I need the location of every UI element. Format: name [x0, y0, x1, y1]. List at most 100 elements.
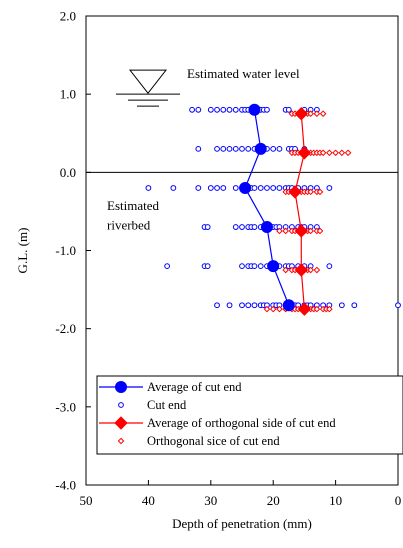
- data-point: [270, 145, 277, 152]
- axis-ticks: 50 40 30 20 10 0 2.0 1.0 0.0 -1.0 -2.0 -3.0 -4.0: [55, 9, 401, 509]
- y-tick-label: -4.0: [55, 478, 76, 493]
- data-point: [239, 263, 245, 270]
- average-point: [267, 260, 280, 273]
- average-point: [254, 142, 267, 155]
- water-level-label: Estimated water level: [187, 66, 300, 81]
- average-point: [294, 263, 308, 277]
- data-point: [264, 106, 270, 113]
- data-point: [319, 149, 327, 157]
- series-2: [288, 107, 312, 316]
- legend: Average of cut end Cut end Average of orth…: [96, 375, 403, 455]
- y-tick-label: 2.0: [60, 9, 76, 24]
- data-point: [332, 149, 339, 157]
- data-point: [326, 263, 333, 270]
- data-point: [338, 149, 346, 157]
- data-point: [276, 145, 283, 152]
- data-point: [220, 106, 227, 113]
- data-point: [195, 106, 202, 113]
- data-point: [170, 185, 177, 191]
- x-tick-label: 0: [395, 493, 402, 508]
- data-point: [344, 149, 352, 157]
- data-point: [257, 185, 264, 191]
- data-point: [214, 145, 220, 152]
- data-point: [307, 227, 314, 235]
- legend-item: Average of orthogonal side of cut end: [99, 416, 336, 430]
- y-tick-label: 1.0: [60, 87, 76, 102]
- legend-label: Orthogonal sice of cut end: [147, 434, 280, 448]
- data-point: [282, 266, 289, 274]
- data-point: [245, 145, 252, 152]
- water-level-triangle-icon: [128, 69, 168, 94]
- x-tick-label: 50: [80, 493, 93, 508]
- data-point: [257, 263, 264, 270]
- data-point: [276, 305, 283, 313]
- data-point: [313, 110, 321, 118]
- average-point: [239, 181, 252, 194]
- series-line: [294, 113, 306, 310]
- data-point: [195, 185, 202, 191]
- data-point: [214, 185, 220, 191]
- y-tick-label: 0.0: [60, 165, 76, 180]
- y-tick-label: -1.0: [55, 243, 76, 258]
- legend-label: Average of cut end: [147, 380, 242, 394]
- data-point: [251, 263, 258, 270]
- average-point: [260, 221, 273, 234]
- y-axis-title: G.L. (m): [15, 228, 30, 274]
- data-point: [226, 106, 233, 113]
- data-point: [313, 305, 321, 313]
- average-point: [248, 103, 261, 116]
- reference-lines: [86, 69, 398, 173]
- data-point: [326, 185, 333, 191]
- x-tick-label: 30: [204, 493, 217, 508]
- data-point: [164, 263, 171, 270]
- data-point: [264, 185, 270, 191]
- data-point: [316, 227, 324, 235]
- data-point: [220, 185, 227, 191]
- data-point: [239, 145, 245, 152]
- data-point: [326, 149, 333, 157]
- average-point: [294, 107, 308, 121]
- average-point: [294, 224, 308, 238]
- legend-marker: [118, 402, 124, 408]
- average-point: [297, 302, 312, 316]
- x-tick-label: 10: [329, 493, 342, 508]
- legend-box: [96, 375, 403, 455]
- legend-marker: [115, 381, 127, 393]
- data-point: [207, 185, 214, 191]
- legend-item: Cut end: [118, 398, 187, 412]
- data-point: [326, 305, 333, 313]
- data-point: [239, 224, 245, 230]
- data-point: [285, 106, 292, 113]
- x-tick-label: 40: [142, 493, 155, 508]
- data-point: [239, 302, 245, 309]
- data-point: [204, 263, 211, 270]
- legend-label: Cut end: [147, 398, 187, 412]
- data-point: [307, 266, 314, 274]
- legend-item: Average of cut end: [99, 380, 242, 394]
- data-point: [307, 110, 314, 118]
- data-point: [269, 305, 277, 313]
- data-point: [276, 227, 283, 235]
- data-point: [145, 185, 152, 191]
- legend-marker: [114, 416, 128, 430]
- data-point: [204, 224, 211, 230]
- data-point: [232, 106, 239, 113]
- y-tick-label: -2.0: [55, 321, 76, 336]
- data-point: [226, 302, 233, 309]
- data-point: [214, 106, 220, 113]
- data-point: [351, 302, 358, 309]
- average-point: [288, 185, 302, 199]
- data-point: [207, 106, 214, 113]
- average-point: [282, 299, 295, 312]
- data-point: [195, 145, 202, 152]
- data-point: [395, 302, 401, 309]
- data-point: [220, 145, 227, 152]
- riverbed-label-line1: Estimated: [107, 198, 159, 213]
- average-point: [297, 146, 312, 160]
- data-point: [338, 302, 345, 309]
- data-point: [307, 188, 314, 196]
- data-point: [316, 188, 324, 196]
- series-line: [244, 109, 290, 306]
- data-point: [319, 110, 327, 118]
